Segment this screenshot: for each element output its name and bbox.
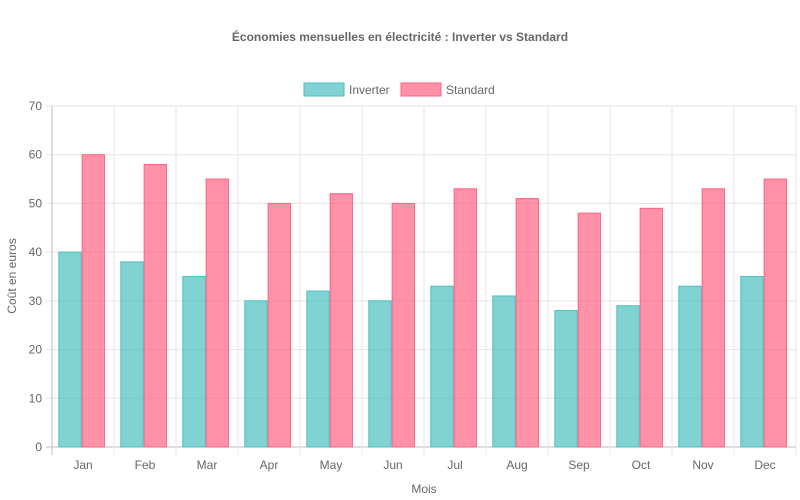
chart-title: Économies mensuelles en électricité : In… [232,29,568,44]
x-tick-label: Sep [568,458,590,472]
y-tick-label: 10 [29,391,43,405]
x-tick-label: Nov [692,458,713,472]
x-axis-label: Mois [411,482,436,496]
legend-item-inverter[interactable]: Inverter [303,82,390,97]
bar-standard-jun[interactable] [391,202,415,448]
bar-inverter-jun[interactable] [368,300,392,448]
bar-inverter-aug[interactable] [492,295,516,448]
y-tick-label: 20 [29,343,43,357]
x-tick-label: Aug [506,458,527,472]
y-tick-label: 60 [29,148,43,162]
bar-inverter-may[interactable] [306,290,330,448]
x-tick-label: Oct [632,458,651,472]
bar-inverter-jan[interactable] [58,251,82,448]
y-tick-label: 70 [29,99,43,113]
legend-swatch-inverter [303,82,345,97]
bar-standard-may[interactable] [329,193,353,448]
legend-swatch-standard [400,82,442,97]
bar-standard-oct[interactable] [639,207,663,448]
bar-standard-aug[interactable] [515,198,539,448]
y-tick-label: 30 [29,294,43,308]
bars [58,154,787,448]
x-tick-label: Jul [447,458,462,472]
x-tick-label: Apr [260,458,279,472]
x-tick-label: Dec [754,458,775,472]
legend-item-standard[interactable]: Standard [400,82,495,97]
x-tick-label: Jan [73,458,92,472]
y-tick-label: 0 [35,440,42,454]
bar-standard-apr[interactable] [267,202,291,448]
bar-inverter-feb[interactable] [120,261,144,448]
y-tick-label: 50 [29,196,43,210]
y-tick-label: 40 [29,245,43,259]
bar-inverter-nov[interactable] [678,285,702,448]
bar-standard-mar[interactable] [205,178,229,448]
bar-inverter-jul[interactable] [430,285,454,448]
legend-label-standard: Standard [446,83,495,97]
bar-standard-jan[interactable] [81,154,105,448]
axes: 0 10 20 30 40 50 60 70 Jan Feb Mar Apr May Jun Jul Aug S… [29,99,776,472]
bar-inverter-sep[interactable] [554,310,578,448]
y-axis-label: Coût en euros [5,238,19,313]
x-tick-label: Feb [135,458,156,472]
bar-standard-sep[interactable] [577,212,601,448]
bar-standard-jul[interactable] [453,188,477,448]
bar-standard-feb[interactable] [143,163,167,448]
legend-label-inverter: Inverter [349,83,390,97]
bar-inverter-mar[interactable] [182,276,206,448]
bar-inverter-apr[interactable] [244,300,268,448]
bar-standard-dec[interactable] [763,178,787,448]
grid [46,105,797,455]
x-tick-label: May [320,458,343,472]
x-tick-label: Jun [383,458,402,472]
bar-inverter-oct[interactable] [616,305,640,448]
bar-standard-nov[interactable] [701,188,725,448]
legend: Inverter Standard [303,82,495,97]
bar-inverter-dec[interactable] [740,276,764,448]
x-tick-label: Mar [197,458,218,472]
